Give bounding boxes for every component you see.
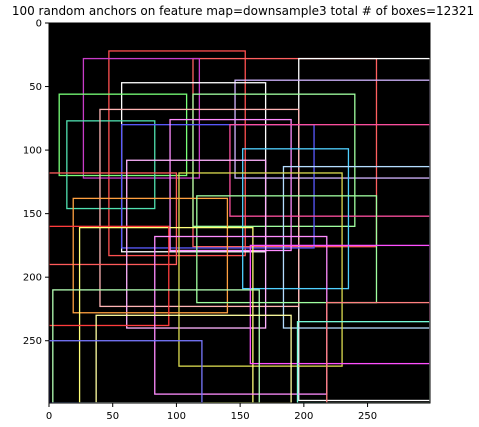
anchor-box bbox=[249, 244, 430, 365]
x-axis: 0 50 100 150 200 250 bbox=[46, 403, 377, 422]
x-tick-label: 0 bbox=[46, 411, 52, 422]
x-tick-label: 150 bbox=[231, 411, 250, 422]
y-axis: 0 50 100 150 200 250 bbox=[23, 19, 49, 347]
y-tick-label: 0 bbox=[36, 19, 42, 30]
y-tick-label: 200 bbox=[23, 273, 42, 284]
anchor-box bbox=[49, 225, 170, 327]
anchor-box bbox=[58, 93, 188, 177]
anchor-box bbox=[66, 120, 156, 210]
anchor-box bbox=[126, 159, 267, 329]
anchor-box bbox=[196, 195, 378, 304]
y-tick-label: 150 bbox=[23, 209, 42, 220]
anchor-box bbox=[326, 301, 430, 403]
anchor-box bbox=[178, 172, 343, 367]
plot-area bbox=[49, 23, 430, 403]
anchor-box bbox=[229, 124, 430, 217]
y-tick-label: 250 bbox=[23, 336, 42, 347]
x-tick-label: 50 bbox=[106, 411, 119, 422]
y-tick-label: 100 bbox=[23, 146, 42, 157]
anchor-box bbox=[282, 165, 430, 329]
chart-title: 100 random anchors on feature map=downsa… bbox=[12, 4, 474, 18]
anchor-box bbox=[169, 118, 292, 252]
anchor-box bbox=[234, 79, 430, 179]
anchor-boxes bbox=[49, 50, 430, 403]
x-tick-label: 250 bbox=[358, 411, 377, 422]
plot-frame bbox=[48, 22, 431, 404]
x-tick-label: 100 bbox=[167, 411, 186, 422]
anchor-box bbox=[99, 108, 300, 308]
anchor-box bbox=[82, 57, 201, 179]
anchor-box bbox=[242, 148, 350, 290]
y-tick-label: 50 bbox=[29, 82, 42, 93]
anchor-box bbox=[120, 124, 315, 249]
anchor-box bbox=[72, 197, 229, 314]
x-tick-label: 200 bbox=[294, 411, 313, 422]
anchor-box bbox=[49, 172, 178, 266]
